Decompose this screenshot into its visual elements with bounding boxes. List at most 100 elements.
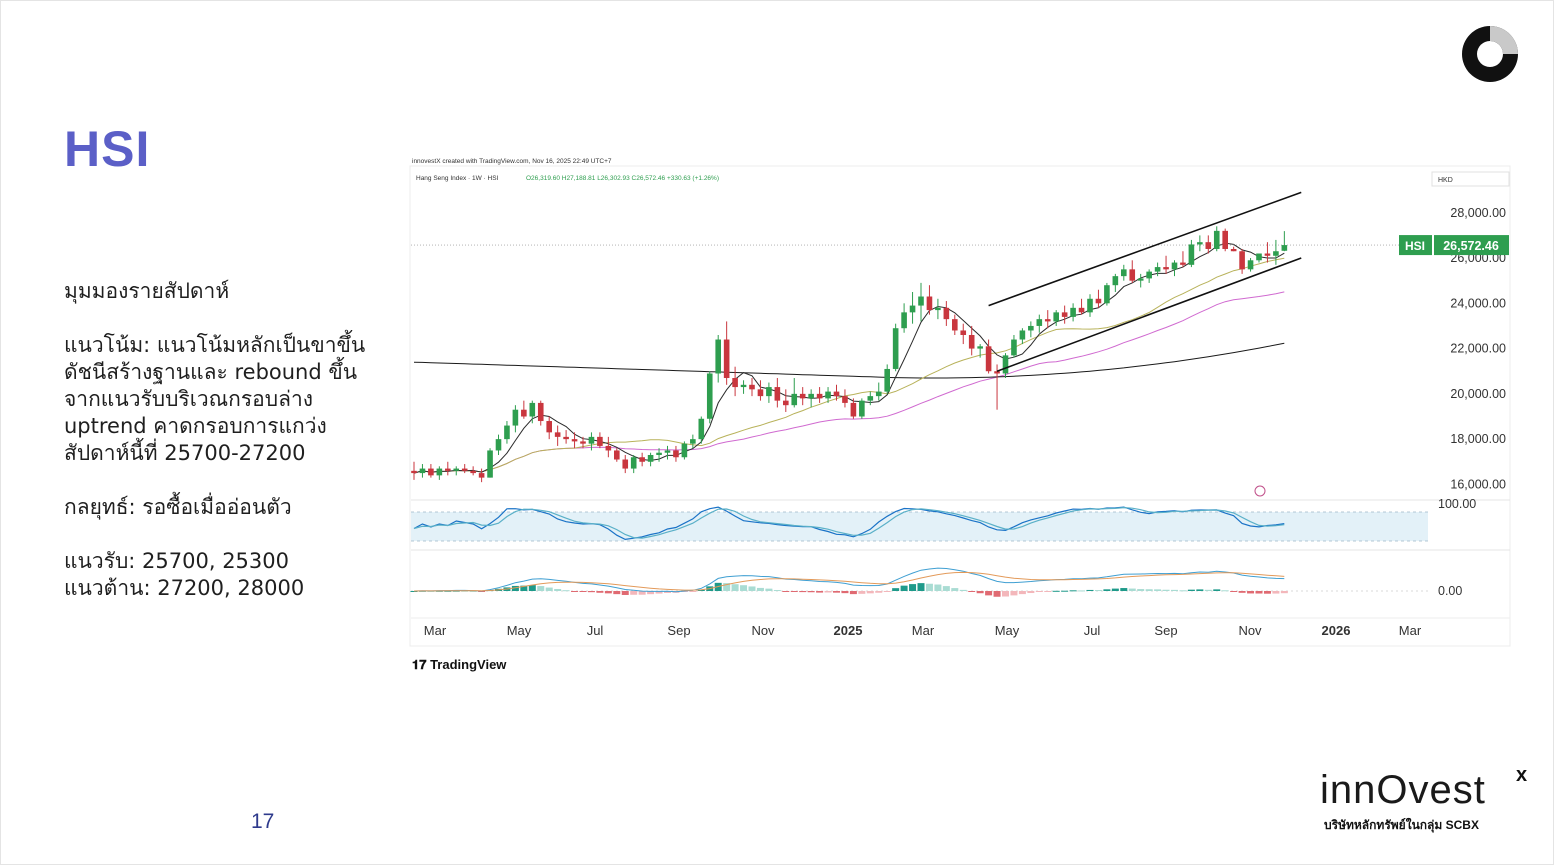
price-label-symbol-box — [1399, 235, 1432, 256]
candle-body — [723, 339, 730, 379]
candle-body — [732, 378, 738, 388]
tradingview-logo: 𝟏𝟕 TradingView — [412, 657, 506, 673]
innovest-tagline: บริษัทหลักทรัพย์ในกลุ่ม SCBX — [1324, 818, 1479, 832]
macd-histogram-bar — [1044, 591, 1052, 592]
x-tick-label: Mar — [912, 623, 935, 638]
macd-histogram-bar — [537, 586, 545, 591]
macd-histogram-bar — [892, 588, 900, 591]
macd-histogram-bar — [427, 590, 435, 592]
macd-histogram-bar — [1255, 591, 1263, 594]
candle-body — [495, 439, 502, 451]
candle-body — [808, 393, 814, 399]
candle-body — [985, 346, 992, 372]
macd-histogram-bar — [1035, 591, 1043, 592]
macd-histogram-bar — [1247, 591, 1255, 594]
candle-body — [783, 400, 789, 406]
macd-histogram-bar — [866, 591, 874, 594]
macd-histogram-bar — [469, 590, 477, 592]
candle-body — [1213, 230, 1220, 249]
candle-body — [1163, 267, 1169, 270]
candle-body — [647, 454, 654, 462]
macd-histogram-bar — [756, 587, 764, 591]
macd-histogram-bar — [1204, 589, 1212, 591]
candle-body — [901, 312, 907, 329]
currency-box — [1431, 171, 1510, 187]
candle-body — [960, 330, 967, 335]
candle-body — [884, 368, 890, 392]
macd-histogram-bar — [596, 591, 604, 593]
candle-body — [994, 371, 1000, 374]
innovest-wordmark: innOvest — [1320, 768, 1486, 812]
price-label-value: 26,572.46 — [1443, 239, 1499, 253]
candle-body — [1154, 267, 1161, 272]
candle-body — [892, 328, 899, 369]
macd-histogram-bar — [1238, 591, 1246, 593]
macd-histogram-bar — [816, 591, 824, 593]
macd-histogram-bar — [951, 588, 959, 591]
macd-histogram-bar — [664, 591, 671, 593]
candle-body — [656, 452, 662, 455]
candle-body — [1121, 269, 1127, 277]
candle-body — [1078, 307, 1085, 313]
candle-body — [842, 396, 848, 403]
macd-histogram-bar — [1052, 590, 1060, 592]
macd-histogram-bar — [875, 591, 883, 593]
macd-histogram-bar — [959, 589, 967, 591]
macd-histogram-bar — [782, 591, 790, 592]
macd-histogram-bar — [545, 587, 553, 591]
x-tick-label: Nov — [1238, 623, 1262, 638]
y-tick-label: 18,000.00 — [1450, 432, 1506, 446]
candle-body — [1273, 251, 1279, 256]
tradingview-icon: 𝟏𝟕 — [412, 657, 431, 672]
candle-body — [1112, 276, 1119, 286]
candle-body — [1256, 253, 1262, 261]
macd-histogram-bar — [934, 584, 942, 591]
candle-body — [766, 387, 772, 397]
resistance-text: แนวต้าน: 27200, 28000 — [64, 576, 305, 600]
candle-body — [952, 319, 958, 331]
candle-body — [799, 393, 806, 399]
ma-short-line — [413, 242, 1285, 474]
candle-body — [436, 468, 443, 476]
macd-histogram-bar — [1069, 590, 1077, 592]
hsi-chart: innovestX created with TradingView.com, … — [408, 152, 1516, 682]
candle-body — [850, 402, 857, 417]
y-tick-label: 20,000.00 — [1450, 387, 1506, 401]
candle-body — [1230, 248, 1237, 252]
candle-body — [1129, 269, 1136, 281]
candle-body — [681, 443, 688, 458]
candle-body — [875, 391, 882, 397]
macd-histogram-bar — [1171, 589, 1178, 591]
candle-body — [1019, 330, 1026, 340]
strategy-text: กลยุทธ์: รอซื้อเมื่ออ่อนตัว — [64, 495, 292, 519]
candle-body — [673, 450, 679, 458]
macd-histogram-bar — [917, 583, 925, 591]
macd-histogram-bar — [1280, 591, 1288, 594]
x-tick-label: May — [507, 623, 532, 638]
macd-histogram-bar — [528, 585, 536, 591]
price-label-symbol: HSI — [1405, 239, 1425, 253]
candle-body — [867, 396, 874, 401]
macd-histogram-bar — [1272, 591, 1280, 594]
candle-body — [664, 450, 671, 453]
macd-histogram-bar — [1002, 591, 1009, 597]
macd-histogram-bar — [410, 591, 418, 592]
macd-histogram-bar — [1128, 588, 1136, 591]
candle-body — [825, 391, 831, 399]
support-text: แนวรับ: 25700, 25300 — [64, 549, 290, 573]
event-marker-icon — [1254, 485, 1266, 497]
y-tick-label: 28,000.00 — [1450, 206, 1506, 220]
candle-body — [757, 389, 764, 397]
candle-body — [529, 402, 536, 417]
candle-body — [1222, 230, 1228, 249]
candle-body — [1044, 319, 1051, 322]
x-tick-label: 2026 — [1322, 623, 1351, 638]
candle-body — [504, 425, 510, 440]
candle-body — [1036, 319, 1043, 326]
macd-histogram-bar — [604, 591, 612, 594]
macd-histogram-bar — [773, 590, 781, 592]
macd-histogram-bar — [520, 585, 528, 591]
macd-histogram-bar — [942, 586, 950, 591]
x-tick-label: Jul — [587, 623, 604, 638]
macd-histogram-bar — [900, 585, 908, 591]
